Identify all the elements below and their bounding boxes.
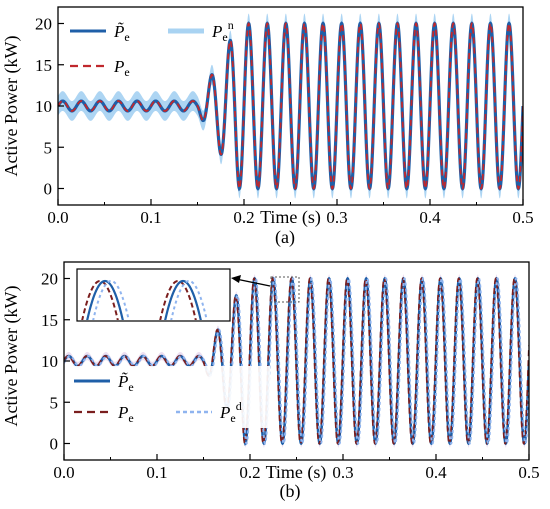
inset-peak-delayed	[92, 279, 130, 320]
panel-label-b: (b)	[280, 481, 301, 502]
legend-entry-b-0: P̃e	[74, 372, 134, 394]
legend-label: Pe	[113, 57, 130, 79]
x-tick-label-b: 0.2	[239, 463, 260, 482]
x-tick-label-a: 0.1	[140, 208, 161, 227]
legend-entry-a-0: P̃e	[70, 22, 130, 44]
zoom-arrow	[235, 278, 271, 287]
x-axis-label-b: Time (s)	[266, 462, 327, 483]
legend-entry-b-2: Ped	[176, 399, 242, 425]
zoom-region-marker	[270, 276, 300, 303]
y-tick-label-a: 5	[44, 138, 53, 157]
x-tick-label-b: 0.5	[518, 463, 539, 482]
legend-label: P̃e	[113, 22, 130, 44]
y-tick-label-a: 15	[35, 56, 52, 75]
zoom-arrowhead	[231, 275, 241, 283]
x-tick-label-b: 0.1	[146, 463, 167, 482]
chart-panel-a: 0.0 0.1 0.2 0.3 0.4 0.5 0 5 10 15 20 Time (s) Acti…	[1, 6, 534, 248]
plot-data-b	[64, 274, 529, 448]
y-tick-label-b: 15	[41, 311, 58, 330]
inset-peak-delayed	[170, 279, 208, 320]
inset-peak-actual	[81, 279, 119, 320]
series-actual	[64, 277, 529, 445]
x-tick-label-a: 0.4	[419, 208, 441, 227]
x-tick-label-b: 0.0	[53, 463, 74, 482]
legend-label: P̃e	[117, 372, 134, 394]
axes-ticks-b: 0.0 0.1 0.2 0.3 0.4 0.5 0 5 10 15 20	[41, 270, 540, 483]
zoom-inset	[76, 268, 300, 322]
legend-background	[70, 366, 270, 428]
y-tick-label-b: 5	[50, 393, 59, 412]
plot-data-a	[58, 13, 523, 199]
x-tick-label-a: 0.5	[512, 208, 533, 227]
axes-ticks-a: 0.0 0.1 0.2 0.3 0.4 0.5 0 5 10 15 20	[35, 15, 534, 228]
legend-entry-a-1: Pen	[168, 18, 234, 44]
x-tick-label-a: 0.3	[326, 208, 347, 227]
x-tick-label-a: 0.0	[47, 208, 68, 227]
panel-label-a: (a)	[275, 227, 295, 248]
legend-b: P̃e Pe Ped	[70, 366, 270, 428]
x-tick-label-b: 0.4	[425, 463, 447, 482]
x-axis-label-a: Time (s)	[260, 207, 321, 228]
x-tick-label-b: 0.3	[332, 463, 353, 482]
y-axis-label-a: Active Power (kW)	[1, 36, 22, 177]
series-estimated	[64, 276, 529, 446]
chart-panel-b: 0.0 0.1 0.2 0.3 0.4 0.5 0 5 10 15 20 Time (s) Acti…	[1, 261, 540, 502]
legend-label: Pen	[211, 18, 234, 44]
legend-entry-a-2: Pe	[70, 57, 130, 79]
inset-peak-actual	[159, 279, 197, 320]
x-tick-label-a: 0.2	[233, 208, 254, 227]
inset-data	[81, 279, 208, 320]
y-tick-label-b: 20	[41, 270, 58, 289]
y-tick-label-a: 20	[35, 15, 52, 34]
legend-a: P̃e Pen Pe	[70, 18, 234, 79]
series-delayed	[64, 277, 529, 446]
y-tick-label-b: 0	[50, 435, 59, 454]
inset-frame	[76, 268, 231, 322]
inset-peak-estimated	[164, 279, 202, 320]
y-tick-label-b: 10	[41, 352, 58, 371]
legend-label: Ped	[219, 399, 242, 425]
y-axis-label-b: Active Power (kW)	[1, 286, 22, 427]
series-actual	[58, 22, 523, 191]
legend-label: Pe	[117, 403, 134, 425]
y-tick-label-a: 0	[44, 180, 53, 199]
inset-peak-estimated	[86, 279, 124, 320]
legend-entry-b-1: Pe	[74, 403, 134, 425]
y-tick-label-a: 10	[35, 97, 52, 116]
